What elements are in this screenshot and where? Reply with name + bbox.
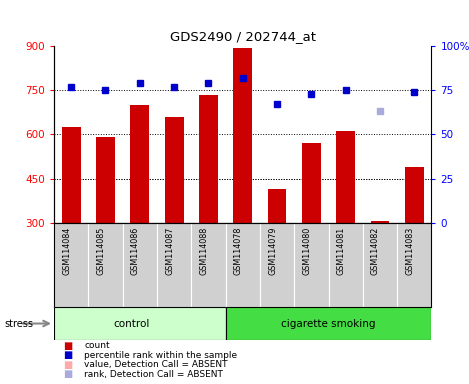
Text: rank, Detection Call = ABSENT: rank, Detection Call = ABSENT: [84, 370, 223, 379]
Bar: [96, 137, 115, 223]
Bar: [226, 223, 260, 307]
Text: ■: ■: [63, 360, 73, 370]
Bar: [61, 127, 81, 223]
Text: cigarette smoking: cigarette smoking: [281, 318, 376, 329]
Bar: [157, 223, 191, 307]
Bar: [371, 221, 389, 223]
Bar: [397, 223, 431, 307]
Text: GSM114080: GSM114080: [303, 227, 311, 275]
Bar: [260, 223, 294, 307]
Bar: [363, 223, 397, 307]
Text: GSM114079: GSM114079: [268, 227, 277, 275]
Text: GSM114078: GSM114078: [234, 227, 243, 275]
Bar: [88, 223, 122, 307]
Text: GSM114083: GSM114083: [405, 227, 414, 275]
Bar: [122, 223, 157, 307]
Text: GSM114082: GSM114082: [371, 227, 380, 275]
Text: ■: ■: [63, 350, 73, 360]
Bar: [226, 307, 431, 340]
Bar: [130, 105, 149, 223]
Text: GSM114086: GSM114086: [131, 227, 140, 275]
Text: ■: ■: [63, 369, 73, 379]
Bar: [54, 223, 88, 307]
Text: GSM114087: GSM114087: [165, 227, 174, 275]
Text: GSM114085: GSM114085: [97, 227, 106, 275]
Text: GSM114088: GSM114088: [199, 227, 208, 275]
Bar: [54, 307, 226, 340]
Bar: [336, 131, 355, 223]
Text: count: count: [84, 341, 110, 350]
Text: ■: ■: [63, 341, 73, 351]
Bar: [233, 48, 252, 223]
Text: percentile rank within the sample: percentile rank within the sample: [84, 351, 237, 360]
Title: GDS2490 / 202744_at: GDS2490 / 202744_at: [170, 30, 316, 43]
Bar: [165, 117, 183, 223]
Bar: [302, 143, 321, 223]
Text: stress: stress: [5, 318, 34, 329]
Text: GSM114081: GSM114081: [337, 227, 346, 275]
Bar: [268, 189, 287, 223]
Bar: [191, 223, 226, 307]
Text: control: control: [113, 318, 149, 329]
Bar: [294, 223, 328, 307]
Text: GSM114084: GSM114084: [62, 227, 71, 275]
Bar: [328, 223, 363, 307]
Bar: [199, 94, 218, 223]
Text: value, Detection Call = ABSENT: value, Detection Call = ABSENT: [84, 360, 228, 369]
Bar: [405, 167, 424, 223]
